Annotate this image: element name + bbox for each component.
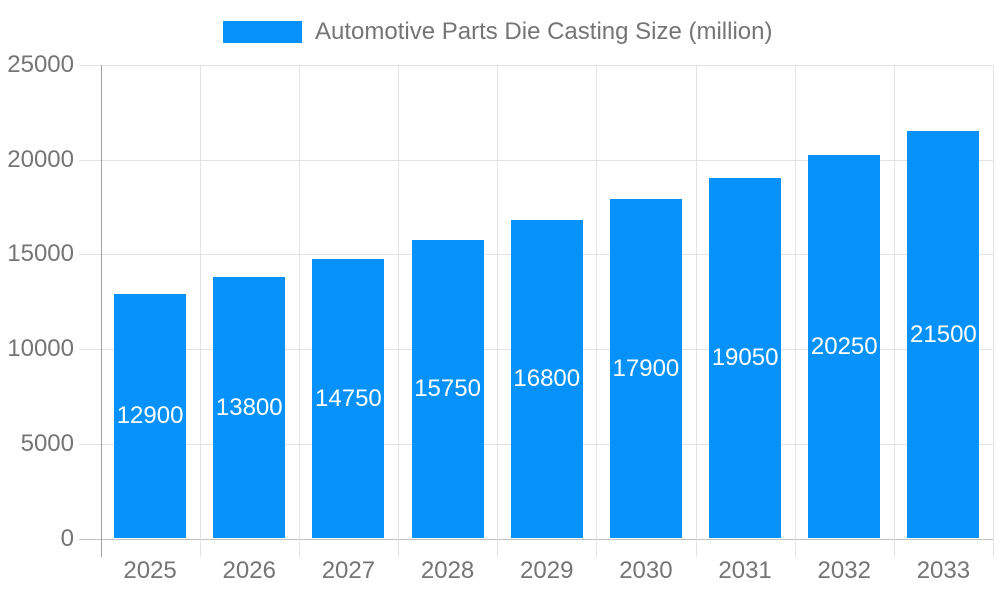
bar-2032[interactable] xyxy=(808,154,881,539)
bar-2031[interactable] xyxy=(709,177,782,539)
y-axis-tick-label: 20000 xyxy=(7,145,74,173)
x-axis-tick-label: 2031 xyxy=(718,556,772,584)
bar-2028[interactable] xyxy=(411,240,484,539)
x-gridline xyxy=(497,65,499,557)
bar-2027[interactable] xyxy=(312,259,385,539)
x-axis-tick-label: 2025 xyxy=(123,556,177,584)
x-axis-tick-label: 2033 xyxy=(916,556,971,584)
x-axis-tick-label: 2029 xyxy=(520,556,574,584)
bar-2029[interactable] xyxy=(510,220,583,539)
x-axis-tick-label: 2026 xyxy=(222,556,276,584)
legend-swatch xyxy=(223,21,302,43)
x-gridline xyxy=(695,65,697,557)
y-axis-tick-label: 5000 xyxy=(20,429,74,457)
bar-2030[interactable] xyxy=(609,199,682,539)
y-axis-line xyxy=(100,65,102,557)
y-axis-tick-label: 15000 xyxy=(7,240,74,268)
x-gridline xyxy=(398,65,399,557)
y-axis-tick-label: 0 xyxy=(60,524,74,552)
y-gridline xyxy=(78,159,993,161)
x-gridline xyxy=(199,65,201,557)
x-gridline xyxy=(596,65,598,557)
x-gridline xyxy=(298,65,300,557)
y-gridline xyxy=(78,65,993,66)
x-axis-tick-label: 2032 xyxy=(817,556,871,584)
x-gridline xyxy=(893,65,895,557)
y-axis-tick-label: 25000 xyxy=(7,51,74,78)
y-gridline xyxy=(78,538,993,540)
x-axis-tick-label: 2027 xyxy=(321,556,376,584)
legend: Automotive Parts Die Casting Size (milli… xyxy=(223,18,773,45)
x-gridline xyxy=(993,65,994,557)
bar-2033[interactable] xyxy=(907,131,980,539)
x-gridline xyxy=(794,65,796,557)
bar-2025[interactable] xyxy=(114,294,187,539)
y-axis-tick-label: 10000 xyxy=(7,335,74,363)
chart-title: Automotive Parts Die Casting Size (milli… xyxy=(315,18,773,45)
x-axis-tick-label: 2028 xyxy=(420,556,475,584)
x-axis-tick-label: 2030 xyxy=(619,556,673,584)
bar-2026[interactable] xyxy=(213,277,286,539)
